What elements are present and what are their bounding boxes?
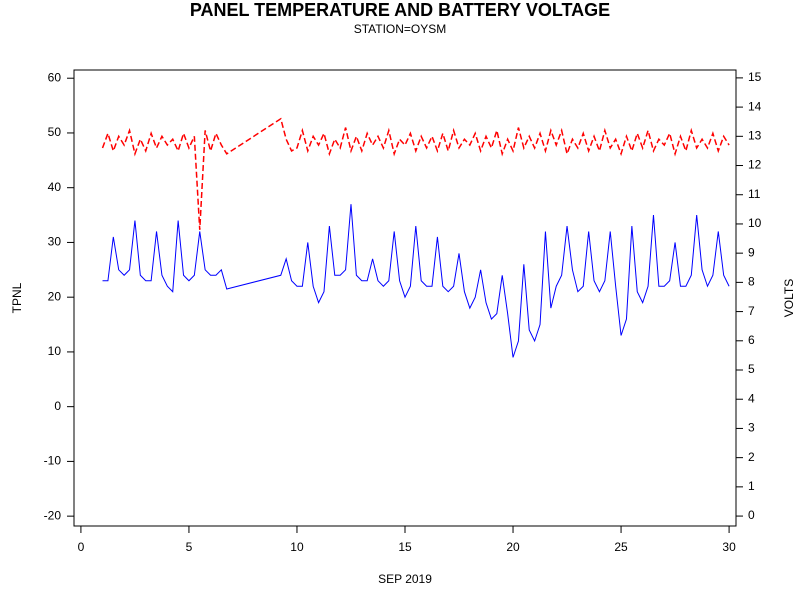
y2-tick-label: 7 xyxy=(748,304,755,318)
x-tick-label: 15 xyxy=(398,540,412,554)
x-tick-label: 25 xyxy=(614,540,628,554)
y2-tick-label: 0 xyxy=(748,508,755,522)
y-tick-label: 0 xyxy=(54,399,61,413)
chart-title: PANEL TEMPERATURE AND BATTERY VOLTAGE xyxy=(190,0,610,20)
y-tick-label: 40 xyxy=(48,180,62,194)
y2-tick-label: 12 xyxy=(748,158,762,172)
y-axis-label: TPNL xyxy=(10,282,24,313)
y2-tick-label: 14 xyxy=(748,99,762,113)
x-tick-label: 10 xyxy=(290,540,304,554)
x-tick-label: 5 xyxy=(186,540,193,554)
y-tick-label: -10 xyxy=(44,454,62,468)
y2-tick-label: 4 xyxy=(748,391,755,405)
y2-tick-label: 2 xyxy=(748,450,755,464)
x-axis-label: SEP 2019 xyxy=(378,572,432,586)
y2-tick-label: 11 xyxy=(748,187,761,201)
y-tick-label: 30 xyxy=(48,235,62,249)
y-tick-label: 10 xyxy=(48,344,62,358)
y2-tick-label: 1 xyxy=(748,479,755,493)
y2-tick-label: 5 xyxy=(748,362,755,376)
y2-axis-label: VOLTS xyxy=(782,279,796,317)
y2-tick-label: 8 xyxy=(748,275,755,289)
x-tick-label: 20 xyxy=(506,540,520,554)
y2-tick-label: 13 xyxy=(748,128,762,142)
y2-tick-label: 3 xyxy=(748,421,755,435)
x-tick-label: 30 xyxy=(722,540,736,554)
x-tick-label: 0 xyxy=(78,540,85,554)
y2-tick-label: 6 xyxy=(748,333,755,347)
y2-tick-label: 9 xyxy=(748,245,755,259)
y-tick-label: 60 xyxy=(48,70,62,84)
chart-subtitle: STATION=OYSM xyxy=(354,22,447,36)
data-line xyxy=(101,117,730,230)
y-tick-label: -20 xyxy=(44,508,62,522)
y-tick-label: 20 xyxy=(48,289,62,303)
y2-tick-label: 15 xyxy=(748,70,762,84)
data-line xyxy=(102,204,730,358)
y2-tick-label: 10 xyxy=(748,216,762,230)
y-tick-label: 50 xyxy=(48,125,62,139)
